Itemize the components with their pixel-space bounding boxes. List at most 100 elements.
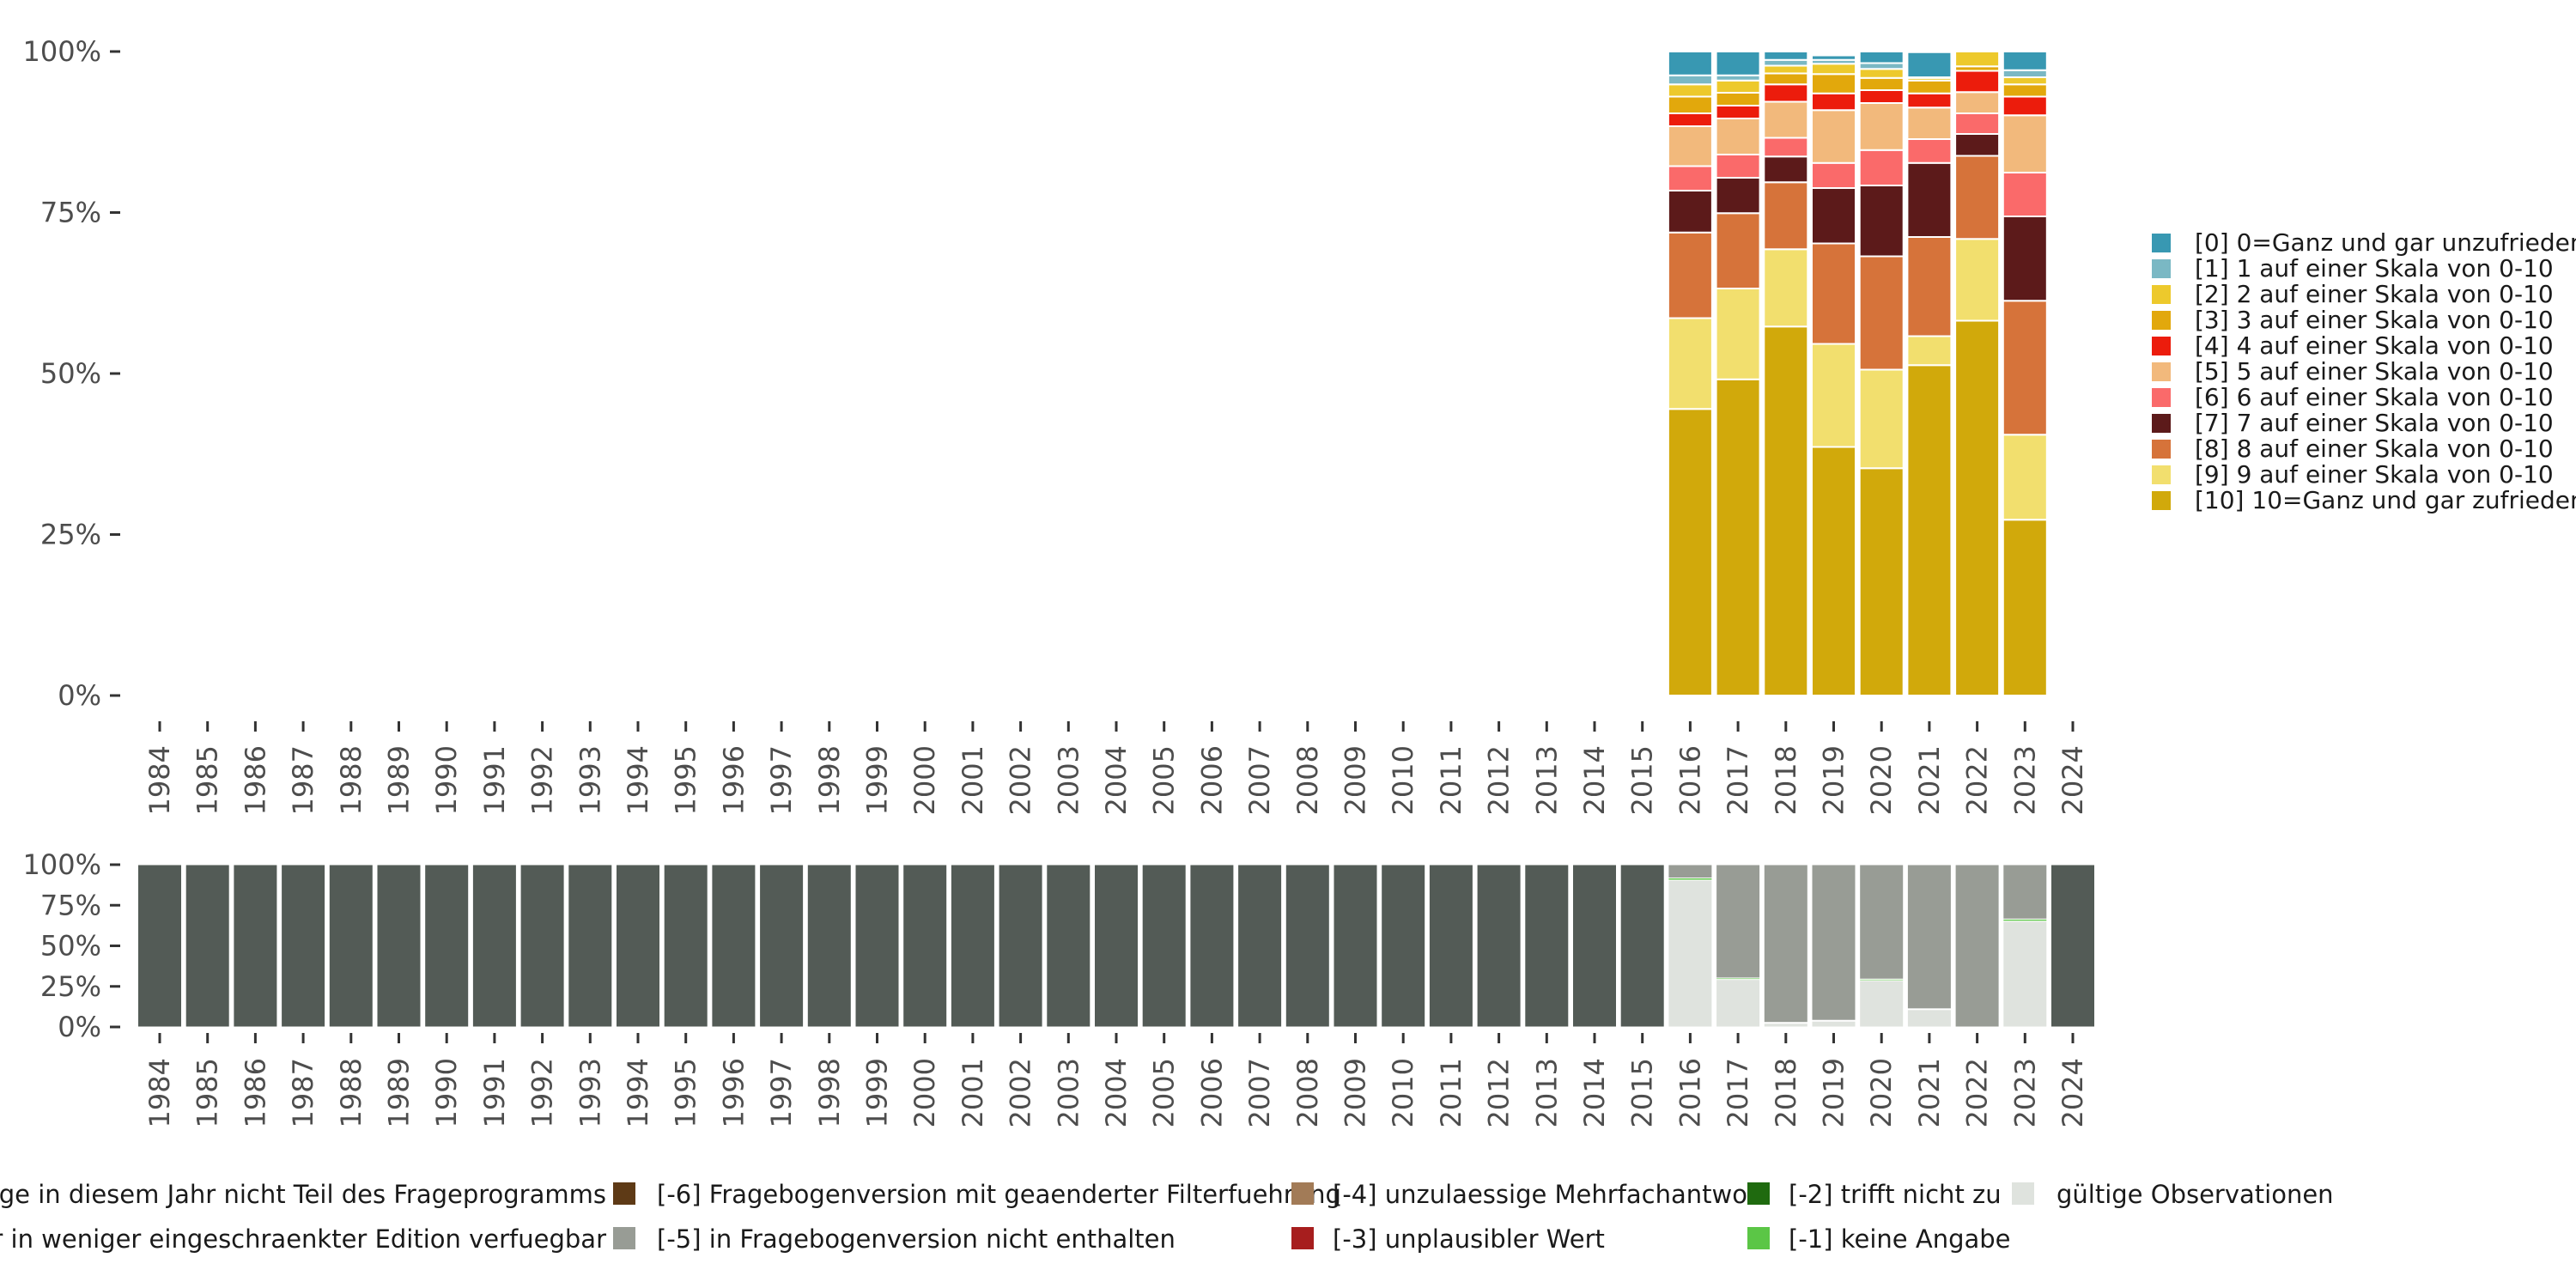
legend-swatch-8-8-auf-einer-skala-von-0-10 <box>2152 440 2171 459</box>
y-tick-label: 50% <box>40 357 101 390</box>
legend-swatch-g-ltige-observationen <box>2012 1182 2034 1205</box>
bar-segment-2018-9-9-auf-einer-skala-von-0-10 <box>1763 248 1809 328</box>
bar-segment-2021-5-5-auf-einer-skala-von-0-10 <box>1906 106 1953 140</box>
x-tick-label: 1988 <box>335 1058 368 1127</box>
legend-label: [2] 2 auf einer Skala von 0-10 <box>2195 280 2554 308</box>
x-tick-label: 1996 <box>717 1058 750 1127</box>
bar-segment-2020-8-8-auf-einer-skala-von-0-10 <box>1858 255 1905 371</box>
bar-segment-2021-5-in-fragebogenversion-nicht-enthalten <box>1906 864 1952 1010</box>
x-tick-label: 1995 <box>670 745 702 815</box>
x-tick-label: 2017 <box>1722 745 1754 815</box>
bar-segment-2023-7-7-auf-einer-skala-von-0-10 <box>2002 216 2048 302</box>
x-tick-label: 2016 <box>1674 745 1706 815</box>
bar-segment-2018-8-8-auf-einer-skala-von-0-10 <box>1763 181 1809 251</box>
legend-label: [-4] unzulaessige Mehrfachantwort <box>1333 1180 1767 1209</box>
y-tick-label: 25% <box>40 970 101 1003</box>
legend-swatch-3-unplausibler-wert <box>1291 1227 1314 1249</box>
bar-segment-2020-6-6-auf-einer-skala-von-0-10 <box>1858 149 1905 186</box>
bar-segment-2024-8-frage-in-diesem-jahr-nicht-teil-des-frageprogramms <box>2050 864 2095 1028</box>
x-tick-label: 2010 <box>1387 745 1419 815</box>
bar-segment-2021-7-7-auf-einer-skala-von-0-10 <box>1906 161 1953 238</box>
x-tick-label: 1990 <box>430 1058 463 1127</box>
bar-segment-2020-0-0-ganz-und-gar-unzufrieden <box>1858 51 1905 64</box>
y-tick-label: 100% <box>23 848 101 881</box>
x-tick-label: 2011 <box>1435 1058 1467 1127</box>
bar-segment-2009-8-frage-in-diesem-jahr-nicht-teil-des-frageprogramms <box>1333 864 1378 1028</box>
bar-segment-2017-5-in-fragebogenversion-nicht-enthalten <box>1716 864 1761 979</box>
y-tick-label: 25% <box>40 519 101 551</box>
bar-segment-2023-g-ltige-observationen <box>2002 920 2048 1028</box>
legend-swatch-2-2-auf-einer-skala-von-0-10 <box>2152 285 2171 304</box>
bar-segment-2021-9-9-auf-einer-skala-von-0-10 <box>1906 335 1953 367</box>
legend-swatch-10-10-ganz-und-gar-zufrieden <box>2152 491 2171 510</box>
bar-segment-2005-8-frage-in-diesem-jahr-nicht-teil-des-frageprogramms <box>1141 864 1187 1028</box>
x-tick-label: 1997 <box>765 1058 798 1127</box>
x-tick-label: 2005 <box>1148 745 1181 815</box>
bar-segment-2012-8-frage-in-diesem-jahr-nicht-teil-des-frageprogramms <box>1476 864 1522 1028</box>
legend-swatch-3-3-auf-einer-skala-von-0-10 <box>2152 311 2171 330</box>
x-tick-label: 2004 <box>1100 745 1133 815</box>
bar-segment-2020-5-5-auf-einer-skala-von-0-10 <box>1858 102 1905 151</box>
bar-segment-2018-7-7-auf-einer-skala-von-0-10 <box>1763 155 1809 184</box>
bar-segment-1991-8-frage-in-diesem-jahr-nicht-teil-des-frageprogramms <box>471 864 517 1028</box>
bar-segment-2019-10-10-ganz-und-gar-zufrieden <box>1811 446 1856 696</box>
legend-label: [10] 10=Ganz und gar zufrieden <box>2195 486 2576 514</box>
bar-segment-2004-8-frage-in-diesem-jahr-nicht-teil-des-frageprogramms <box>1094 864 1139 1028</box>
x-tick-label: 1989 <box>383 1058 416 1127</box>
bar-segment-2016-7-7-auf-einer-skala-von-0-10 <box>1667 190 1713 234</box>
bar-segment-2011-8-frage-in-diesem-jahr-nicht-teil-des-frageprogramms <box>1428 864 1473 1028</box>
top-panel-legend: [0] 0=Ganz und gar unzufrieden[1] 1 auf … <box>2152 228 2576 514</box>
y-tick-label: 75% <box>40 889 101 921</box>
legend-swatch-7-7-auf-einer-skala-von-0-10 <box>2152 414 2171 433</box>
bar-segment-2021-0-0-ganz-und-gar-unzufrieden <box>1906 51 1953 78</box>
x-tick-label: 2020 <box>1865 745 1898 815</box>
x-tick-label: 2003 <box>1052 745 1084 815</box>
x-tick-label: 2013 <box>1530 1058 1563 1127</box>
legend-swatch-5-in-fragebogenversion-nicht-enthalten <box>613 1227 635 1249</box>
bar-segment-2018-10-10-ganz-und-gar-zufrieden <box>1763 325 1809 696</box>
x-tick-label: 2016 <box>1674 1058 1706 1127</box>
x-tick-label: 2023 <box>2008 745 2041 815</box>
bar-segment-2023-8-8-auf-einer-skala-von-0-10 <box>2002 300 2048 436</box>
y-tick-label: 100% <box>23 35 101 68</box>
x-tick-label: 2007 <box>1243 1058 1276 1127</box>
bar-segment-2016-4-4-auf-einer-skala-von-0-10 <box>1667 112 1713 127</box>
legend-swatch-6-6-auf-einer-skala-von-0-10 <box>2152 388 2171 407</box>
x-tick-label: 2002 <box>1005 1058 1037 1127</box>
bar-segment-1987-8-frage-in-diesem-jahr-nicht-teil-des-frageprogramms <box>281 864 326 1028</box>
bar-segment-2023-2-2-auf-einer-skala-von-0-10 <box>2002 76 2048 86</box>
x-tick-label: 1987 <box>287 745 319 815</box>
bar-segment-2017-0-0-ganz-und-gar-unzufrieden <box>1715 51 1761 76</box>
bottom-panel-legend: [-8] Frage in diesem Jahr nicht Teil des… <box>0 1180 2334 1254</box>
x-tick-label: 2006 <box>1195 1058 1228 1127</box>
bar-segment-2016-1-1-auf-einer-skala-von-0-10 <box>1667 74 1713 86</box>
x-tick-label: 2011 <box>1435 745 1467 815</box>
x-tick-label: 2014 <box>1578 745 1611 815</box>
x-tick-label: 2022 <box>1961 745 1994 815</box>
bar-segment-2020-5-in-fragebogenversion-nicht-enthalten <box>1859 864 1905 980</box>
x-tick-label: 2000 <box>908 745 941 815</box>
bar-segment-2016-g-ltige-observationen <box>1668 879 1713 1028</box>
x-tick-label: 2001 <box>957 1058 989 1127</box>
bar-segment-2021-10-10-ganz-und-gar-zufrieden <box>1906 364 1953 696</box>
bar-segment-2023-4-4-auf-einer-skala-von-0-10 <box>2002 95 2048 117</box>
x-tick-label: 2002 <box>1005 745 1037 815</box>
x-tick-label: 2017 <box>1722 1058 1754 1127</box>
bar-segment-2002-8-frage-in-diesem-jahr-nicht-teil-des-frageprogramms <box>998 864 1043 1028</box>
x-tick-label: 2006 <box>1195 745 1228 815</box>
legend-swatch-9-9-auf-einer-skala-von-0-10 <box>2152 465 2171 484</box>
legend-label: [-5] in Fragebogenversion nicht enthalte… <box>657 1224 1176 1254</box>
bar-segment-2017-7-7-auf-einer-skala-von-0-10 <box>1715 177 1761 215</box>
bar-segment-2023-3-3-auf-einer-skala-von-0-10 <box>2002 83 2048 98</box>
x-tick-label: 1990 <box>430 745 463 815</box>
bar-segment-2013-8-frage-in-diesem-jahr-nicht-teil-des-frageprogramms <box>1524 864 1570 1028</box>
bar-segment-2016-5-in-fragebogenversion-nicht-enthalten <box>1668 864 1713 878</box>
x-tick-label: 2007 <box>1243 745 1276 815</box>
legend-swatch-2-trifft-nicht-zu <box>1747 1182 1770 1205</box>
bar-segment-2019-9-9-auf-einer-skala-von-0-10 <box>1811 343 1856 448</box>
x-tick-label: 1985 <box>191 745 224 815</box>
bar-segment-2019-6-6-auf-einer-skala-von-0-10 <box>1811 161 1856 189</box>
x-tick-label: 2000 <box>908 1058 941 1127</box>
bar-segment-2006-8-frage-in-diesem-jahr-nicht-teil-des-frageprogramms <box>1189 864 1235 1028</box>
x-tick-label: 1996 <box>717 745 750 815</box>
